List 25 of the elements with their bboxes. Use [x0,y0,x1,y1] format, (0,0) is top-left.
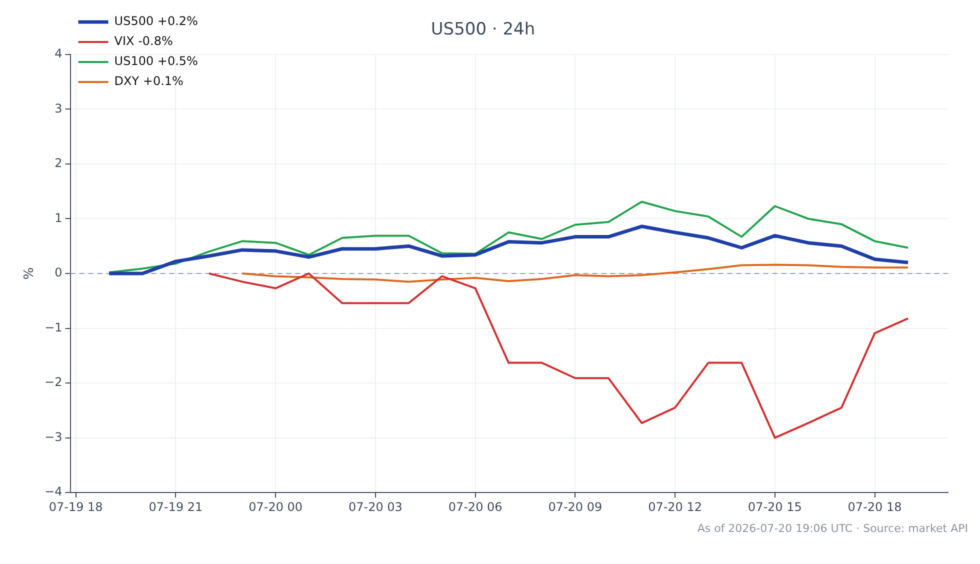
y-tick-label: 1 [54,210,62,225]
x-tick-label: 07-20 18 [848,500,902,514]
legend-label: VIX -0.8% [114,34,173,48]
text: As of 2026-07-20 19:06 UTC · Source: market API [696,522,968,535]
y-axis-title: % [22,267,38,280]
x-tick-label: 07-20 09 [548,500,602,514]
legend-label: US500 +0.2% [114,14,198,28]
y-tick-label: −4 [44,484,62,499]
x-tick-label: 07-20 12 [648,500,702,514]
legend-label: US100 +0.5% [114,54,198,68]
y-tick-label: 3 [54,101,62,116]
y-tick-label: −2 [44,375,62,390]
x-tick-label: 07-20 00 [248,500,303,514]
x-tick-label: 07-19 18 [48,500,103,514]
y-tick-label: −3 [44,430,62,444]
y-tick-label: 2 [54,156,62,170]
x-tick-label: 07-20 06 [448,500,502,514]
y-tick-label: 4 [54,46,62,61]
x-tick-label: 07-20 03 [348,500,402,514]
chart-title: US500 · 24h [430,20,536,40]
x-tick-label: 07-19 21 [148,500,203,514]
y-tick-label: −1 [44,320,62,334]
x-tick-label: 07-20 15 [748,500,802,514]
legend-label: DXY +0.1% [114,74,184,88]
y-tick-label: 0 [54,266,62,280]
